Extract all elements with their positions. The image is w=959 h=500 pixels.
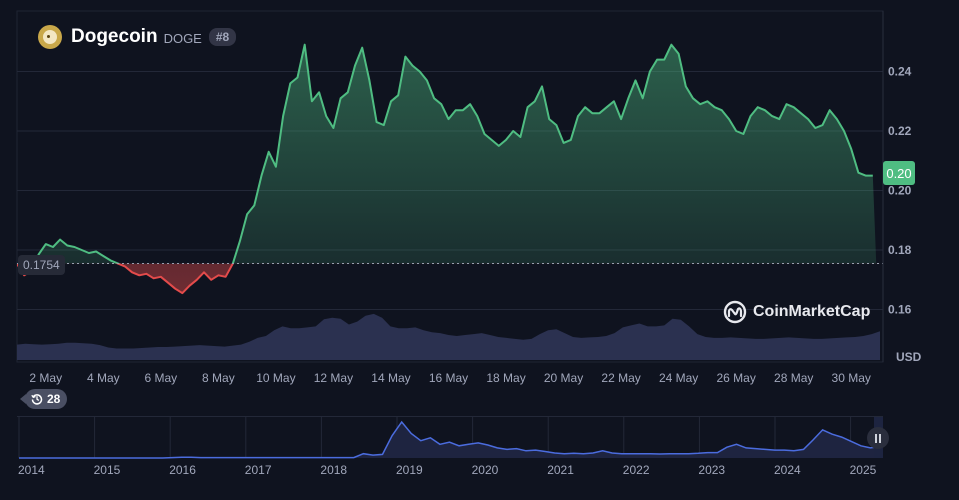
x-axis-ticks: 2 May 4 May 6 May 8 May 10 May 12 May 14 May 16…: [29, 371, 870, 385]
svg-text:0.24: 0.24: [888, 65, 912, 79]
coin-name: Dogecoin: [71, 26, 158, 47]
coin-symbol: DOGE: [163, 31, 202, 46]
price-line: [17, 43, 880, 295]
svg-text:0.16: 0.16: [888, 303, 912, 317]
svg-text:2024: 2024: [774, 463, 801, 477]
y-axis-ticks: 0.16 0.18 0.20 0.22 0.24: [888, 65, 912, 317]
svg-text:2017: 2017: [245, 463, 272, 477]
svg-text:2022: 2022: [623, 463, 650, 477]
coinmarketcap-logo-icon: [723, 300, 747, 324]
svg-text:2016: 2016: [169, 463, 196, 477]
pause-icon: [875, 433, 877, 443]
svg-text:2020: 2020: [472, 463, 499, 477]
overview-year-ticks: 2014 2015 2016 2017 2018 2019 2020 2021 2022 2023…: [18, 463, 877, 477]
svg-text:2014: 2014: [18, 463, 45, 477]
svg-text:2021: 2021: [547, 463, 574, 477]
svg-text:0.22: 0.22: [888, 124, 912, 138]
svg-text:0.18: 0.18: [888, 243, 912, 257]
reference-price-label: 0.1754: [18, 255, 65, 275]
coinmarketcap-watermark: CoinMarketCap: [723, 300, 870, 324]
svg-text:4 May: 4 May: [87, 371, 120, 385]
svg-text:18 May: 18 May: [486, 371, 525, 385]
svg-text:20 May: 20 May: [544, 371, 583, 385]
history-badge[interactable]: 28: [19, 389, 68, 409]
history-clock-icon: [31, 394, 43, 405]
currency-label: USD: [896, 350, 922, 364]
svg-text:0.20: 0.20: [888, 184, 912, 198]
svg-text:26 May: 26 May: [716, 371, 755, 385]
svg-text:30 May: 30 May: [832, 371, 871, 385]
svg-text:10 May: 10 May: [256, 371, 295, 385]
svg-text:12 May: 12 May: [314, 371, 353, 385]
coin-header: Dogecoin DOGE #8: [38, 25, 237, 49]
svg-text:28 May: 28 May: [774, 371, 813, 385]
svg-text:2023: 2023: [698, 463, 725, 477]
svg-text:2 May: 2 May: [29, 371, 62, 385]
svg-text:22 May: 22 May: [601, 371, 640, 385]
dogecoin-logo-icon: [38, 25, 62, 49]
svg-text:8 May: 8 May: [202, 371, 235, 385]
svg-text:24 May: 24 May: [659, 371, 698, 385]
svg-text:2019: 2019: [396, 463, 423, 477]
svg-text:2015: 2015: [94, 463, 121, 477]
svg-text:16 May: 16 May: [429, 371, 468, 385]
rank-badge: #8: [208, 28, 237, 46]
current-price-label: 0.20: [883, 161, 915, 185]
overview-navigator[interactable]: [17, 416, 883, 459]
svg-text:2025: 2025: [850, 463, 877, 477]
svg-text:2018: 2018: [320, 463, 347, 477]
svg-text:6 May: 6 May: [144, 371, 177, 385]
pause-button[interactable]: [867, 427, 889, 449]
volume-area: [17, 313, 880, 360]
svg-text:14 May: 14 May: [371, 371, 410, 385]
